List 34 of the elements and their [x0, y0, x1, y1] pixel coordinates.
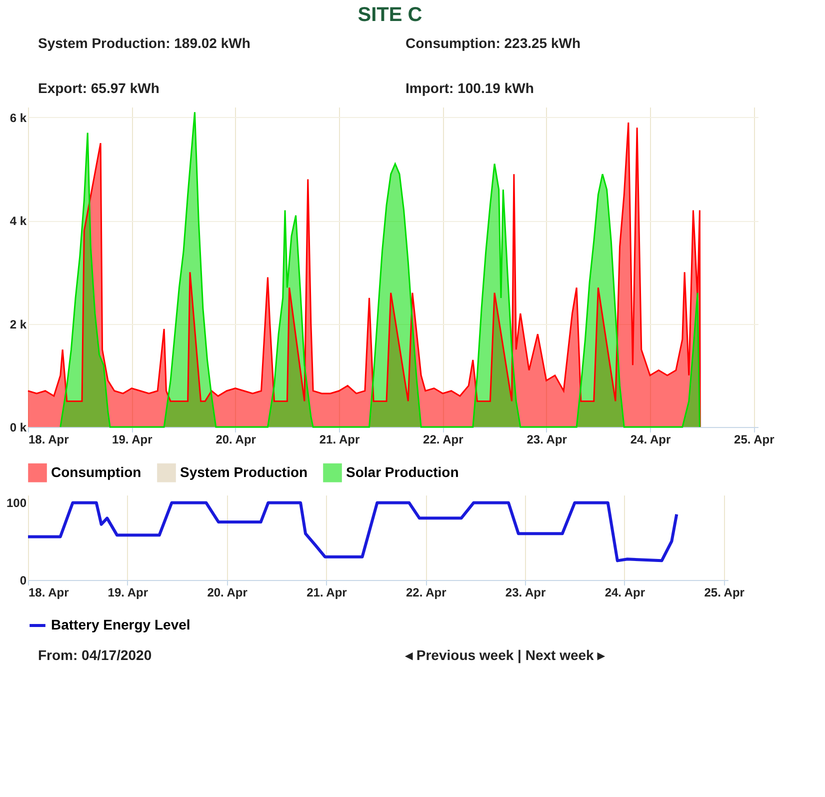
y-tick-label: 0 [20, 574, 27, 588]
y-tick-label: 2 k [10, 317, 27, 332]
x-tick-label: 19. Apr [112, 432, 153, 446]
x-tick-label: 25. Apr [704, 586, 745, 600]
x-tick-label: 25. Apr [734, 432, 775, 446]
text: System Production: 189.02 kWh [38, 35, 250, 51]
x-tick-label: 24. Apr [630, 432, 671, 446]
y-tick-label: 6 k [10, 110, 27, 125]
text: Export: 65.97 kWh [38, 80, 160, 96]
x-tick-label: 21. Apr [306, 586, 348, 600]
x-tick-label: 19. Apr [108, 586, 148, 600]
legend-label: Solar Production [346, 464, 459, 480]
x-tick-label: 23. Apr [526, 432, 568, 446]
legend-label: Battery Energy Level [51, 616, 190, 632]
y-tick-label: 0 k [10, 420, 27, 434]
chart-title: SITE C [358, 4, 422, 26]
x-tick-label: 22. Apr [406, 586, 447, 600]
y-tick-label: 100 [6, 496, 27, 510]
x-tick-label: 23. Apr [505, 586, 546, 600]
x-tick-label: 22. Apr [423, 432, 464, 446]
x-tick-label: 24. Apr [604, 586, 646, 600]
x-tick-label: 20. Apr [216, 432, 256, 446]
text: Import: 100.19 kWh [406, 80, 534, 96]
y-tick-label: 4 k [10, 214, 27, 228]
text: From: 04/17/2020 [38, 647, 152, 663]
line-series [26, 501, 678, 562]
x-tick-label: 18. Apr [28, 586, 70, 600]
legend-label: System Production [180, 464, 308, 480]
x-tick-label: 20. Apr [207, 586, 248, 600]
text: Consumption: 223.25 kWh [406, 35, 581, 51]
text: ◂ Previous week | Next week ▸ [404, 647, 606, 664]
legend-label: Consumption [51, 464, 142, 480]
x-tick-label: 21. Apr [319, 432, 360, 446]
x-tick-label: 18. Apr [28, 432, 70, 446]
